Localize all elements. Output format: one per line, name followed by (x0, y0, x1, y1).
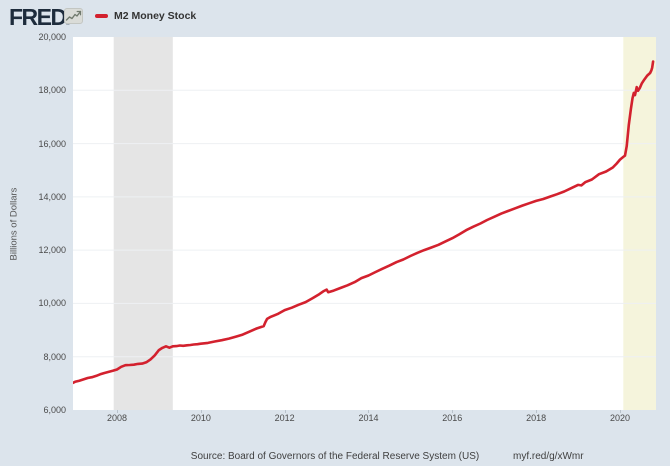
band-recession-2020 (623, 37, 656, 410)
x-tick-label: 2018 (526, 413, 547, 423)
short-url-link[interactable]: myf.red/g/xWmr (513, 451, 584, 462)
fred-logo: FRED® (9, 4, 70, 31)
x-tick-mark (284, 410, 286, 413)
y-tick-label: 20,000 (38, 32, 66, 42)
y-tick-label: 14,000 (38, 191, 66, 202)
x-tick-label: 2014 (358, 413, 379, 423)
y-tick-label: 6,000 (43, 405, 66, 415)
legend-series-label: M2 Money Stock (114, 10, 197, 22)
y-tick-label: 18,000 (38, 85, 66, 96)
x-tick-mark (619, 410, 621, 413)
y-tick-label: 10,000 (38, 298, 66, 309)
chart-plot-area[interactable] (71, 37, 656, 410)
x-tick-mark (117, 410, 118, 413)
y-tick-label: 16,000 (38, 138, 66, 149)
x-tick-label: 2016 (442, 413, 463, 423)
x-tick-label: 2012 (274, 413, 295, 423)
x-tick-mark (452, 410, 454, 413)
source-attribution: Source: Board of Governors of the Federa… (190, 451, 480, 462)
legend-line-swatch (95, 14, 108, 18)
x-tick-label: 2020 (609, 413, 630, 423)
x-tick-mark (536, 410, 538, 413)
x-tick-mark (200, 410, 202, 413)
x-tick-mark (368, 410, 370, 413)
fred-sparkline-icon (64, 8, 83, 29)
x-tick-label: 2008 (106, 413, 128, 423)
registered-trademark: ® (65, 21, 71, 27)
chart-legend: M2 Money Stock (95, 7, 196, 25)
y-tick-label: 8,000 (43, 351, 66, 362)
band-recession-2008-2009 (113, 37, 173, 410)
x-tick-label: 2010 (190, 413, 211, 423)
series-line-m2-money-stock[interactable] (71, 60, 655, 385)
y-tick-label: 12,000 (38, 245, 66, 256)
fred-logo-text: FRED (9, 4, 67, 30)
